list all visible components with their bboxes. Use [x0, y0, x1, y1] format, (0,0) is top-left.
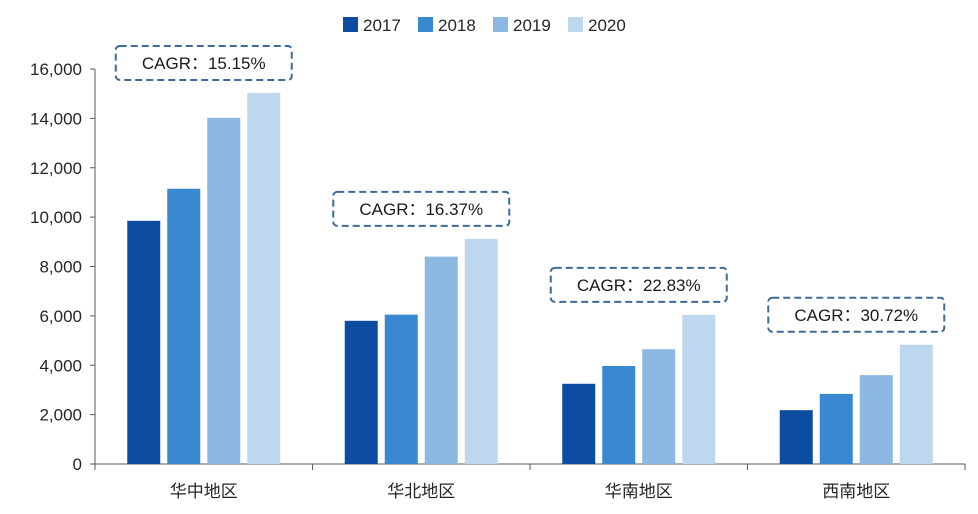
legend-label: 2020 — [588, 16, 626, 35]
y-tick-label: 6,000 — [39, 307, 82, 326]
bar-2020-1 — [247, 92, 281, 465]
cagr-box — [114, 44, 293, 81]
legend-swatch — [418, 17, 433, 32]
legend: 2017 2018 2019 2020 — [343, 16, 626, 35]
cagr-label: CAGR：16.37% — [359, 200, 483, 219]
x-category-label: 西南地区 — [822, 482, 890, 502]
cagr-annotations: CAGR：15.15% CAGR：16.37% CAGR：22.83% CAGR：30… — [114, 44, 946, 333]
y-tick-label: 4,000 — [39, 356, 82, 375]
bar-2020-3 — [682, 314, 716, 464]
y-tick-label: 10,000 — [30, 208, 82, 227]
cagr-label: CAGR：22.83% — [577, 276, 701, 295]
legend-swatch — [493, 17, 508, 32]
x-axis: 华中地区 华北地区 华南地区 西南地区 — [94, 463, 966, 502]
cagr-annotation: CAGR：30.72% — [767, 296, 946, 333]
legend-label: 2018 — [438, 16, 476, 35]
x-category-label: 华南地区 — [605, 482, 673, 502]
bars — [127, 92, 933, 465]
bar-2019-2 — [424, 256, 458, 464]
bar-2018-4 — [819, 393, 853, 464]
bar-2017-3 — [562, 383, 596, 464]
cagr-annotation: CAGR：16.37% — [332, 190, 511, 227]
bar-2018-1 — [167, 188, 201, 464]
cagr-annotation: CAGR：15.15% — [114, 44, 293, 81]
cagr-box — [549, 266, 728, 303]
y-tick-label: 8,000 — [39, 258, 82, 277]
bar-2020-4 — [899, 344, 933, 464]
bar-2017-4 — [779, 410, 813, 464]
bar-2019-1 — [207, 117, 241, 464]
bar-2018-2 — [384, 314, 418, 464]
cagr-box — [767, 296, 946, 333]
bar-2020-2 — [464, 238, 498, 464]
y-tick-label: 12,000 — [30, 159, 82, 178]
bar-2019-4 — [859, 375, 893, 464]
y-axis: 0 2,000 4,000 6,000 8,000 10,000 12,000 14,000 1… — [30, 60, 96, 474]
bar-2017-1 — [127, 220, 161, 464]
cagr-box — [332, 190, 511, 227]
y-tick-label: 0 — [73, 455, 82, 474]
y-tick-label: 16,000 — [30, 60, 82, 79]
legend-swatch — [343, 17, 358, 32]
legend-label: 2019 — [513, 16, 551, 35]
y-tick-label: 14,000 — [30, 109, 82, 128]
x-category-label: 华中地区 — [170, 482, 238, 502]
x-category-label: 华北地区 — [387, 482, 455, 502]
bar-2017-2 — [344, 320, 378, 464]
y-tick-label: 2,000 — [39, 406, 82, 425]
bar-2019-3 — [642, 349, 676, 464]
bar-2018-3 — [602, 365, 636, 464]
cagr-label: CAGR：15.15% — [142, 54, 266, 73]
legend-label: 2017 — [363, 16, 401, 35]
cagr-annotation: CAGR：22.83% — [549, 266, 728, 303]
cagr-label: CAGR：30.72% — [794, 306, 918, 325]
legend-swatch — [568, 17, 583, 32]
